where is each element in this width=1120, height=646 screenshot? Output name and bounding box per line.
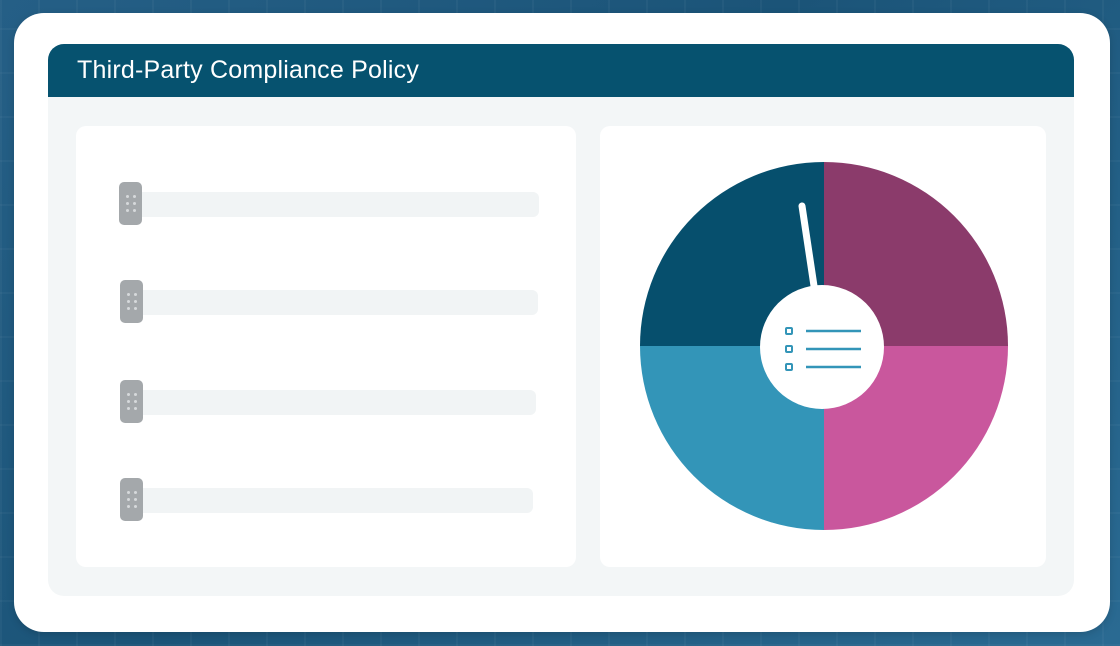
slider-handle[interactable]	[120, 280, 143, 323]
slider-track[interactable]	[126, 290, 538, 315]
grip-icon	[126, 491, 137, 508]
grip-icon	[126, 293, 137, 310]
window-title: Third-Party Compliance Policy	[77, 56, 420, 84]
pointer-needle	[798, 202, 818, 290]
pie-segment-bottom-left[interactable]	[640, 346, 824, 530]
center-badge	[760, 285, 884, 409]
pie-panel	[600, 126, 1046, 567]
title-bar: Third-Party Compliance Policy	[48, 44, 1074, 97]
pie-chart	[640, 162, 1008, 530]
content-card: Third-Party Compliance Policy	[14, 13, 1110, 632]
pie-segment-top-right[interactable]	[824, 162, 1008, 346]
pie-segment-bottom-right[interactable]	[824, 346, 1008, 530]
slider-track[interactable]	[126, 390, 536, 415]
slider-handle[interactable]	[119, 182, 142, 225]
grip-icon	[126, 393, 137, 410]
pie-segment-top-left[interactable]	[640, 162, 824, 346]
slider-handle[interactable]	[120, 380, 143, 423]
sliders-panel	[76, 126, 576, 567]
slider-track[interactable]	[126, 488, 533, 513]
list-icon	[785, 327, 861, 371]
slider-track[interactable]	[126, 192, 539, 217]
slider-handle[interactable]	[120, 478, 143, 521]
policy-window: Third-Party Compliance Policy	[48, 44, 1074, 596]
grip-icon	[125, 195, 136, 212]
